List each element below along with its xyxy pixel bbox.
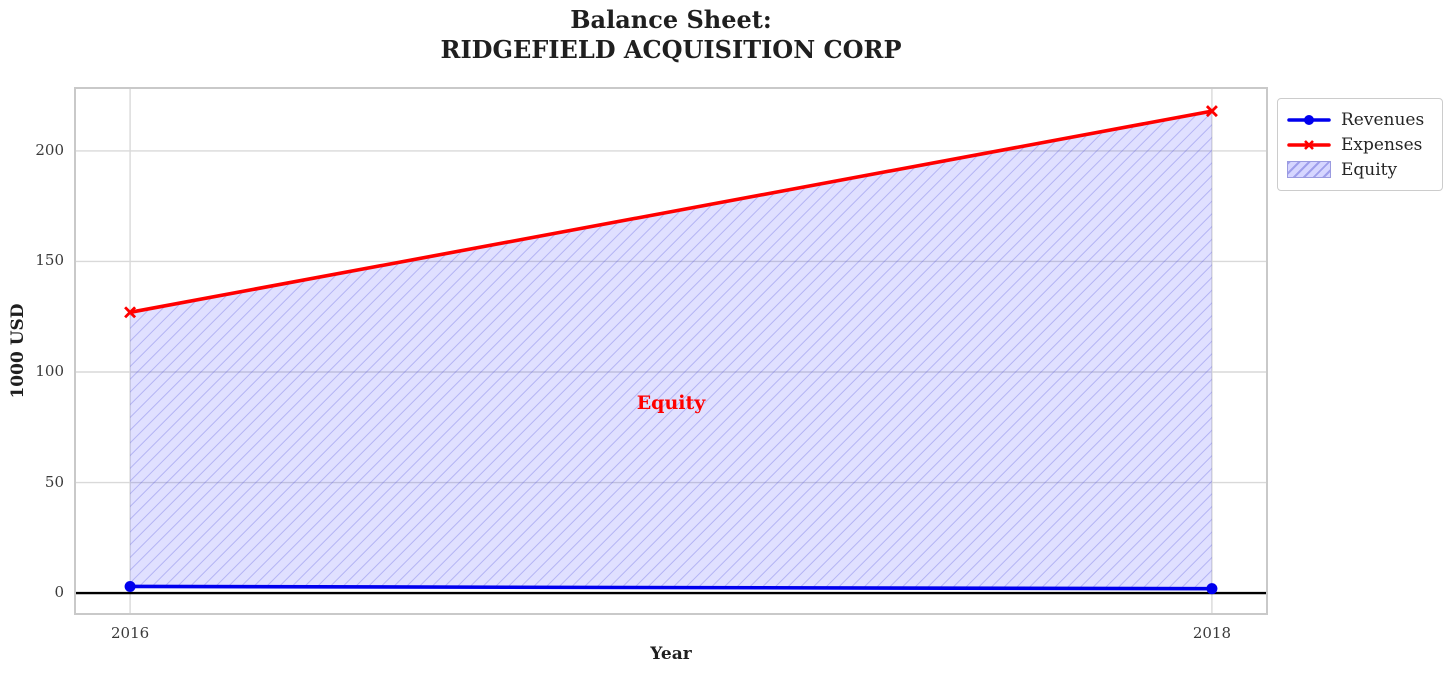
legend-label-equity: Equity [1341, 159, 1398, 180]
y-tick-label: 50 [44, 472, 64, 491]
chart-title-line1: Balance Sheet: [570, 5, 772, 34]
equity-hatch-swatch [1287, 161, 1331, 178]
expenses-line-swatch [1287, 139, 1331, 150]
chart-title: Balance Sheet: RIDGEFIELD ACQUISITION CO… [440, 5, 901, 65]
legend-label-expenses: Expenses [1341, 134, 1423, 155]
plot-svg [76, 89, 1266, 613]
chart-title-line2: RIDGEFIELD ACQUISITION CORP [440, 35, 902, 64]
revenues-line-swatch [1287, 114, 1331, 125]
plot-area: Equity [74, 87, 1268, 615]
y-tick-label: 150 [35, 251, 64, 270]
legend-item-revenues: Revenues [1287, 107, 1432, 132]
legend-item-equity: Equity [1287, 157, 1432, 182]
x-tick-label: 2016 [110, 624, 150, 642]
y-axis-label: 1000 USD [8, 303, 28, 399]
y-tick-label: 0 [54, 583, 64, 602]
legend-label-revenues: Revenues [1341, 109, 1425, 130]
y-tick-label: 200 [35, 140, 64, 159]
legend: Revenues Expenses Equity [1277, 98, 1443, 191]
x-tick-label: 2018 [1192, 624, 1231, 642]
legend-item-expenses: Expenses [1287, 132, 1432, 157]
y-tick-label: 100 [35, 362, 64, 380]
equity-annotation: Equity [636, 391, 706, 414]
x-axis-label: Year [650, 644, 692, 664]
